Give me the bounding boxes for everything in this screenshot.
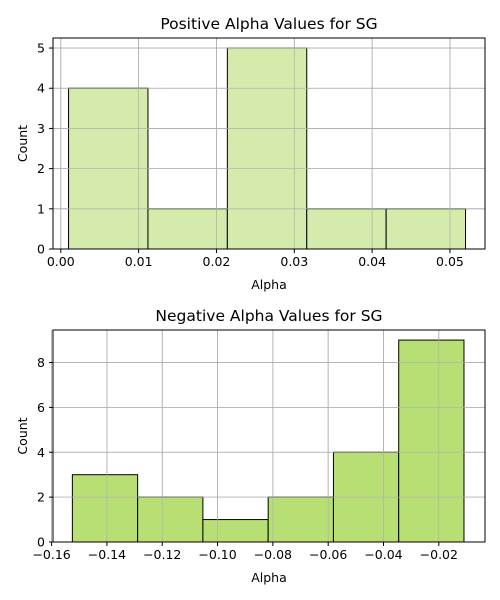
y-tick-label: 8 [37, 355, 45, 370]
x-axis-label: Alpha [251, 277, 287, 292]
y-tick-label: 3 [37, 121, 45, 136]
x-tick-label: 0.03 [280, 254, 308, 269]
histogram-bar [71, 474, 139, 543]
positive-alpha-histogram: 0.00 0.01 0.02 0.03 0.04 0.05 0 1 2 3 4 5 Positive A… [15, 15, 486, 292]
y-axis-label: Count [15, 417, 30, 454]
x-tick-label: 0.04 [358, 254, 386, 269]
axes-frame [52, 329, 486, 543]
x-tick-label: 0.00 [47, 254, 75, 269]
histogram-bar [267, 496, 334, 543]
histogram-bar [137, 496, 204, 543]
chart-title: Negative Alpha Values for SG [155, 307, 382, 325]
x-tick-label: −0.12 [143, 547, 181, 562]
histogram-bar [202, 519, 269, 543]
x-tick-label: 0.01 [125, 254, 153, 269]
y-tick-label: 2 [37, 490, 45, 505]
x-tick-label: −0.06 [309, 547, 347, 562]
chart-title: Positive Alpha Values for SG [160, 15, 377, 33]
y-tick-label: 5 [37, 41, 45, 56]
x-tick-label: −0.10 [198, 547, 236, 562]
y-tick-label: 4 [37, 445, 45, 460]
y-tick-label: 0 [37, 535, 45, 550]
y-axis-label: Count [15, 125, 30, 162]
x-tick-label: −0.08 [254, 547, 292, 562]
x-tick-label: −0.02 [420, 547, 458, 562]
y-tick-label: 6 [37, 400, 45, 415]
x-tick-label: −0.04 [364, 547, 402, 562]
y-tick-label: 4 [37, 81, 45, 96]
x-axis-label: Alpha [251, 570, 287, 585]
x-tick-label: 0.05 [436, 254, 464, 269]
histogram-bar [306, 208, 387, 250]
axes-frame [52, 37, 486, 250]
histogram-bar [385, 208, 467, 250]
x-tick-label: 0.02 [203, 254, 231, 269]
histogram-bar [226, 47, 308, 250]
histogram-bar [147, 208, 228, 250]
y-tick-label: 0 [37, 242, 45, 257]
histogram-bar [398, 339, 465, 543]
y-tick-label: 2 [37, 161, 45, 176]
x-tick-label: −0.16 [32, 547, 70, 562]
negative-alpha-histogram: −0.16 −0.14 −0.12 −0.10 −0.08 −0.06 −0.04 −0.02… [15, 307, 486, 585]
x-tick-label: −0.14 [88, 547, 126, 562]
y-tick-label: 1 [37, 201, 45, 216]
